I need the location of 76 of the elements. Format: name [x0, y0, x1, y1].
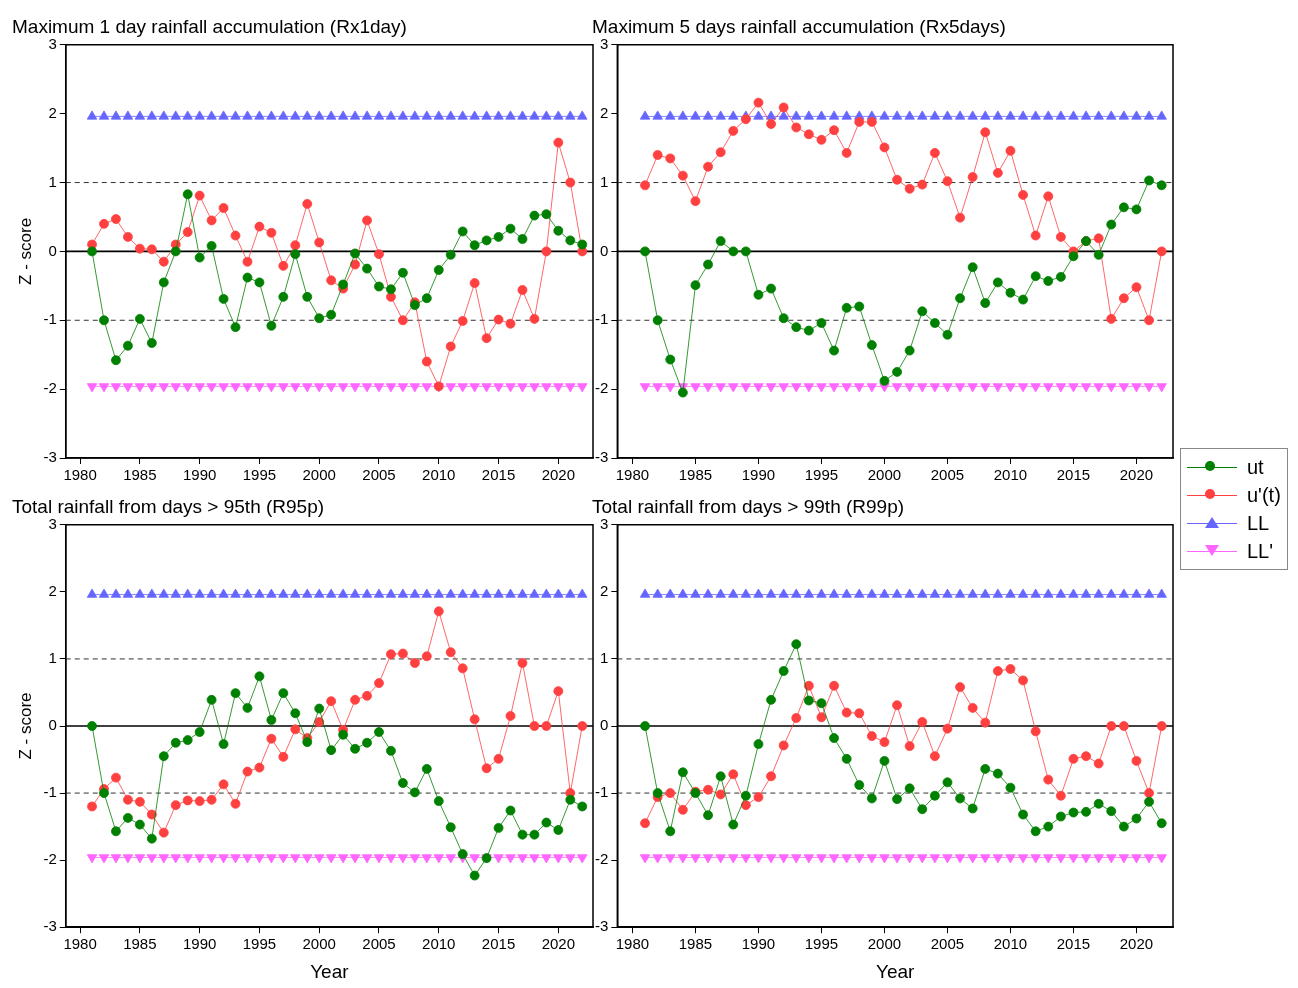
- y-tick-label: -3: [43, 448, 57, 466]
- y-axis-title: Z - score: [15, 217, 35, 285]
- x-tick-label: 2020: [1119, 935, 1154, 953]
- x-tick-label: 1980: [63, 466, 97, 484]
- x-tick-label: 2015: [1056, 466, 1091, 484]
- y-tick-label: 1: [48, 649, 57, 667]
- x-tick-label: 2010: [422, 466, 456, 484]
- x-tick-label: 2000: [302, 935, 336, 953]
- y-tick-label: 1: [599, 649, 609, 667]
- x-tick-label: 1995: [242, 466, 277, 484]
- x-tick-label: 1990: [741, 935, 776, 953]
- chart-title: Maximum 1 day rainfall accumulation (Rx1day): [12, 15, 407, 37]
- chart-title: Maximum 5 days rainfall accumulation (Rx5days): [592, 15, 1006, 37]
- legend-label: u'(t): [1247, 483, 1281, 507]
- x-tick-label: 2020: [541, 935, 576, 953]
- y-tick-label: -1: [43, 783, 57, 801]
- legend-label: ut: [1247, 455, 1264, 479]
- x-tick-label: 2010: [993, 466, 1028, 484]
- y-tick-label: 3: [48, 34, 57, 52]
- x-tick-label: 2005: [362, 466, 396, 484]
- x-tick-label: 1985: [678, 466, 713, 484]
- legend-label: LL: [1247, 511, 1270, 535]
- x-tick-label: 1995: [242, 935, 277, 953]
- x-tick-label: 2010: [422, 935, 456, 953]
- x-tick-label: 1985: [678, 935, 713, 953]
- y-tick-label: -2: [43, 850, 57, 868]
- x-axis-title: Year: [310, 960, 350, 982]
- y-tick-label: -3: [43, 917, 57, 935]
- x-tick-label: 2005: [930, 466, 965, 484]
- y-tick-label: 3: [48, 514, 57, 532]
- x-tick-label: 2020: [541, 466, 576, 484]
- y-tick-label: -3: [594, 448, 609, 466]
- x-tick-label: 2005: [930, 935, 965, 953]
- y-tick-label: 0: [48, 241, 57, 259]
- x-tick-label: 1995: [804, 935, 839, 953]
- x-tick-label: 1980: [615, 466, 650, 484]
- y-tick-label: 2: [48, 103, 57, 121]
- x-axis-title: Year: [875, 960, 916, 982]
- x-tick-label: 2005: [362, 935, 396, 953]
- chart-title: Total rainfall from days > 99th (R99p): [592, 495, 905, 517]
- y-tick-label: 3: [599, 34, 609, 52]
- x-tick-label: 2010: [993, 935, 1028, 953]
- y-tick-label: -2: [594, 850, 609, 868]
- x-tick-label: 1995: [804, 466, 839, 484]
- y-tick-label: -1: [43, 310, 57, 328]
- y-tick-label: 2: [599, 582, 609, 600]
- x-tick-label: 2015: [481, 466, 516, 484]
- x-tick-label: 1985: [123, 466, 157, 484]
- y-tick-label: -1: [594, 310, 609, 328]
- x-tick-label: 2000: [302, 466, 336, 484]
- x-tick-label: 2015: [481, 935, 516, 953]
- x-tick-label: 2000: [867, 935, 902, 953]
- x-tick-label: 1985: [123, 935, 157, 953]
- y-tick-label: 0: [599, 716, 609, 734]
- y-tick-label: 2: [599, 103, 609, 121]
- y-tick-label: 1: [48, 172, 57, 190]
- legend-label: LL': [1247, 539, 1274, 563]
- y-tick-label: 1: [599, 172, 609, 190]
- chart-title: Total rainfall from days > 95th (R95p): [12, 495, 325, 517]
- x-tick-label: 1980: [63, 935, 97, 953]
- y-tick-label: 3: [599, 514, 609, 532]
- y-tick-label: 0: [48, 716, 57, 734]
- x-tick-label: 2020: [1119, 466, 1154, 484]
- x-tick-label: 1990: [182, 466, 217, 484]
- y-tick-label: -3: [594, 917, 609, 935]
- y-tick-label: -2: [594, 379, 609, 397]
- y-tick-label: 2: [48, 582, 57, 600]
- y-tick-label: 0: [599, 241, 609, 259]
- y-tick-label: -1: [594, 783, 609, 801]
- y-axis-title: Z - score: [15, 692, 35, 760]
- x-tick-label: 1990: [182, 935, 217, 953]
- x-tick-label: 1980: [615, 935, 650, 953]
- x-tick-label: 1990: [741, 466, 776, 484]
- x-tick-label: 2000: [867, 466, 902, 484]
- y-tick-label: -2: [43, 379, 57, 397]
- x-tick-label: 2015: [1056, 935, 1091, 953]
